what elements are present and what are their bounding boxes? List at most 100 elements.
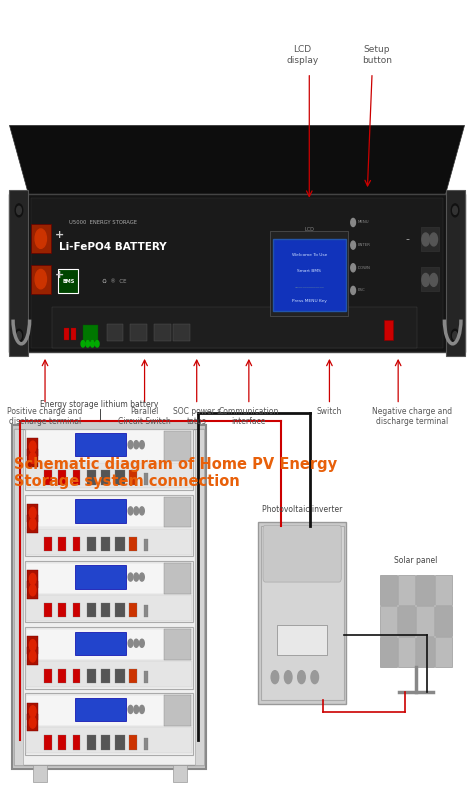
Bar [44, 669, 52, 684]
Circle shape [430, 233, 438, 246]
Circle shape [351, 286, 356, 294]
Bar [164, 497, 191, 527]
Circle shape [134, 705, 138, 714]
Circle shape [95, 341, 99, 347]
Bar [129, 536, 137, 551]
Text: Positive charge and
discharge terminal: Positive charge and discharge terminal [7, 407, 83, 426]
Circle shape [453, 332, 457, 340]
Text: Communication
interface: Communication interface [219, 407, 279, 426]
Bar [144, 539, 148, 551]
Bar [58, 735, 66, 750]
Bar [87, 669, 96, 684]
Text: Smart BMS: Smart BMS [297, 269, 321, 273]
Bar [435, 606, 452, 636]
Circle shape [128, 441, 133, 449]
Circle shape [15, 329, 23, 342]
Bar [58, 470, 66, 485]
Bar [87, 603, 96, 617]
Bar [380, 575, 397, 604]
Circle shape [81, 341, 85, 347]
Text: +: + [55, 230, 64, 239]
Bar [25, 561, 193, 622]
Bar [75, 565, 126, 589]
Bar [44, 735, 52, 750]
Bar [26, 562, 192, 594]
Bar [27, 449, 38, 467]
Circle shape [351, 264, 356, 272]
Bar [144, 671, 148, 684]
Text: Press MENU Key: Press MENU Key [292, 299, 327, 303]
Bar [27, 504, 38, 522]
Text: Negative charge and
discharge terminal: Negative charge and discharge terminal [372, 407, 453, 426]
Circle shape [29, 584, 36, 595]
Bar [164, 430, 191, 461]
Bar [26, 595, 192, 621]
Bar [144, 738, 148, 750]
Bar [87, 735, 96, 750]
Bar [73, 669, 80, 684]
Bar [384, 320, 393, 340]
Text: Li-FePO4 BATTERY: Li-FePO4 BATTERY [59, 242, 167, 252]
Bar [101, 669, 110, 684]
Bar [26, 529, 192, 555]
Bar [421, 227, 439, 251]
Circle shape [91, 341, 94, 347]
Circle shape [128, 507, 133, 515]
Circle shape [17, 206, 21, 214]
Circle shape [35, 269, 46, 289]
Text: Welcome To Use: Welcome To Use [292, 252, 327, 256]
Bar [270, 231, 348, 316]
Circle shape [271, 671, 279, 684]
Bar [26, 629, 192, 660]
Bar [19, 421, 199, 429]
Text: Photovoltaic inverter: Photovoltaic inverter [262, 505, 342, 514]
FancyBboxPatch shape [263, 525, 341, 582]
Text: +: + [55, 270, 64, 280]
Bar [25, 693, 193, 755]
Circle shape [15, 204, 23, 217]
Circle shape [351, 241, 356, 249]
Circle shape [29, 640, 36, 651]
Bar [435, 637, 452, 667]
Bar [64, 328, 69, 340]
Bar [26, 695, 192, 726]
Text: ──────────────: ────────────── [294, 286, 324, 290]
Bar [26, 661, 192, 687]
Bar [14, 429, 23, 765]
Bar [27, 570, 38, 588]
Bar [144, 605, 148, 617]
Circle shape [29, 574, 36, 585]
Bar [26, 463, 192, 489]
Circle shape [29, 441, 36, 452]
Polygon shape [9, 125, 465, 194]
Bar [417, 637, 434, 667]
Circle shape [86, 341, 90, 347]
Bar [73, 735, 80, 750]
Bar [417, 575, 434, 604]
Bar [101, 536, 110, 551]
Bar [27, 515, 38, 533]
Text: Setup
button: Setup button [362, 45, 392, 65]
Circle shape [298, 671, 305, 684]
Text: Switch: Switch [317, 407, 342, 416]
Circle shape [29, 519, 36, 530]
Bar [277, 625, 327, 655]
Text: Energy storage lithium battery: Energy storage lithium battery [40, 400, 159, 409]
Bar [31, 265, 51, 294]
Circle shape [128, 573, 133, 581]
Bar [446, 190, 465, 356]
Bar [12, 425, 206, 769]
Bar [164, 695, 191, 726]
Bar [380, 637, 397, 667]
Bar [421, 267, 439, 291]
Bar [398, 637, 415, 667]
Text: ESC: ESC [358, 289, 365, 292]
Circle shape [284, 671, 292, 684]
Text: ♻  ®  CE: ♻ ® CE [102, 278, 127, 284]
Text: Solar panel: Solar panel [394, 556, 438, 565]
Bar [164, 629, 191, 660]
Text: SOC power s
tatus: SOC power s tatus [173, 407, 221, 426]
Circle shape [453, 206, 457, 214]
Bar [144, 472, 148, 485]
Bar [101, 603, 110, 617]
